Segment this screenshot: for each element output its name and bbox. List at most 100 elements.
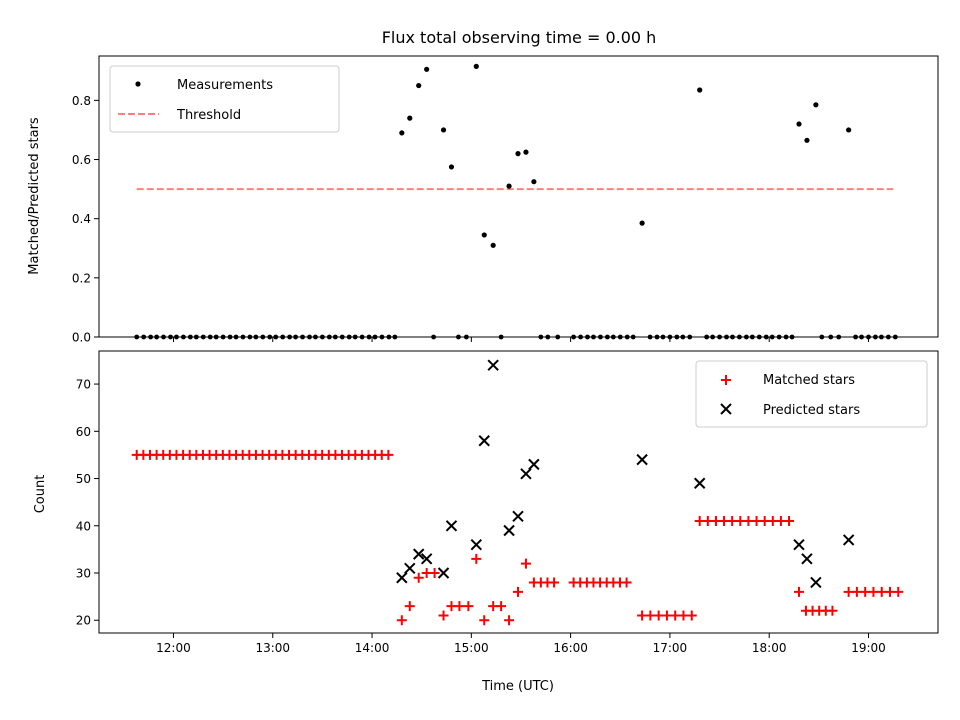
predicted-star-point — [420, 553, 433, 565]
matched-star-point — [396, 615, 407, 626]
legend-marker-matched — [721, 375, 731, 385]
top-axes-frame — [98, 55, 939, 338]
measurement-point — [639, 220, 645, 226]
bottom-x-tick-label: 17:00 — [653, 641, 688, 655]
measurement-point — [448, 164, 455, 170]
matched-star-point — [621, 577, 632, 588]
predicted-star-point — [503, 524, 515, 537]
matched-star-point — [686, 610, 697, 621]
top-panel-plot: 0.0 0.2 0.4 0.6 0.8 — [72, 55, 939, 345]
top-legend-frame — [109, 65, 340, 133]
legend-marker-predicted — [720, 403, 732, 415]
measurement-point — [697, 87, 703, 93]
measurement-point — [846, 127, 852, 133]
matched-star-point — [520, 558, 531, 569]
predicted-star-point — [512, 510, 524, 523]
matched-star-point — [463, 601, 474, 612]
matched-star-point — [429, 568, 440, 579]
measurement-point — [399, 130, 405, 136]
measurement-point — [440, 127, 447, 133]
bottom-y-axis-label: Count — [33, 475, 48, 514]
measurement-point — [531, 179, 537, 185]
chart-title: Flux total observing time = 0.00 h — [382, 28, 657, 47]
legend-label-matched: Matched stars — [763, 373, 855, 388]
top-y-tick-label: 0.4 — [72, 212, 91, 226]
bottom-y-tick-label: 70 — [76, 378, 91, 392]
predicted-star-point — [470, 538, 483, 551]
bottom-x-tick-label: 12:00 — [156, 641, 191, 655]
bottom-x-tick-label: 13:00 — [255, 641, 290, 655]
top-y-axis-label: Matched/Predicted stars — [27, 117, 42, 275]
legend-label-measurements: Measurements — [177, 78, 273, 93]
measurement-point — [473, 63, 479, 69]
predicted-star-point — [693, 477, 706, 489]
top-panel: 0.00.20.40.60.8 Matched/Predicted stars … — [27, 55, 939, 345]
predicted-star-point — [396, 572, 408, 584]
matched-star-point — [404, 601, 415, 612]
measurement-point — [407, 115, 413, 121]
matched-star-point — [413, 572, 424, 583]
predicted-star-point — [404, 562, 416, 574]
top-y-tick-label: 0.6 — [72, 153, 91, 167]
predicted-star-point — [520, 468, 532, 480]
matched-star-point — [893, 586, 904, 597]
legend-marker-measurements — [135, 81, 141, 87]
measurement-point — [523, 149, 529, 155]
predicted-star-point — [437, 567, 450, 579]
predicted-star-point — [528, 458, 540, 471]
x-axis-label: Time (UTC) — [481, 679, 554, 694]
measurement-point — [804, 137, 810, 143]
bottom-x-tick-label: 16:00 — [553, 641, 588, 655]
measurement-point — [490, 242, 496, 248]
measurement-point — [506, 183, 512, 189]
bottom-panel: 20 30 40 50 60 70 12:00 13:00 14:00 15:00 16:00 17:… — [33, 350, 939, 694]
matched-star-point — [504, 615, 515, 626]
matched-star-point — [438, 610, 449, 621]
measurement-point — [424, 66, 430, 72]
matched-star-point — [479, 615, 490, 626]
top-y-tick-label: 0.8 — [72, 94, 91, 108]
measurement-point — [416, 82, 422, 89]
predicted-star-point — [842, 534, 855, 546]
predicted-star-point — [636, 453, 648, 466]
matched-star-point — [454, 601, 465, 612]
top-y-tick-label: 0.0 — [72, 331, 91, 345]
matched-star-point — [471, 553, 482, 564]
matched-star-point — [784, 516, 795, 527]
matched-star-point — [528, 577, 539, 588]
top-legend: Measurements Threshold — [109, 65, 340, 133]
predicted-star-point — [478, 435, 490, 447]
predicted-star-point — [810, 576, 822, 589]
bottom-legend: Matched stars Predicted stars — [695, 360, 928, 428]
predicted-star-point — [793, 538, 805, 551]
matched-star-point — [549, 577, 560, 588]
measurement-point — [813, 102, 819, 108]
measurement-point — [481, 232, 487, 238]
top-y-tick-label: 0.2 — [72, 271, 91, 285]
bottom-panel-plot: 20 30 40 50 60 70 12:00 13:00 14:00 15:00 16:00 17:… — [76, 350, 939, 655]
bottom-x-tick-label: 15:00 — [454, 641, 489, 655]
matched-star-point — [793, 586, 804, 597]
bottom-y-tick-label: 30 — [76, 567, 91, 581]
bottom-x-tick-label: 18:00 — [752, 641, 787, 655]
bottom-y-tick-label: 60 — [76, 425, 91, 439]
bottom-y-tick-label: 50 — [76, 472, 91, 486]
predicted-star-point — [801, 553, 813, 565]
bottom-x-tick-label: 19:00 — [851, 641, 886, 655]
bottom-x-tick-label: 14:00 — [355, 641, 390, 655]
predicted-star-point — [445, 520, 458, 532]
matched-star-point — [383, 449, 394, 460]
matched-star-point — [496, 601, 507, 612]
measurement-point — [515, 151, 521, 157]
bottom-y-tick-label: 40 — [76, 519, 91, 533]
bottom-y-tick-label: 20 — [76, 614, 91, 628]
bottom-legend-frame — [695, 360, 928, 428]
legend-label-threshold: Threshold — [176, 108, 241, 123]
measurement-point — [796, 121, 802, 127]
predicted-star-point — [413, 548, 425, 560]
legend-label-predicted: Predicted stars — [763, 403, 860, 418]
bottom-axes-frame — [98, 350, 939, 634]
matched-star-point — [827, 605, 838, 616]
matched-star-point — [513, 586, 524, 597]
